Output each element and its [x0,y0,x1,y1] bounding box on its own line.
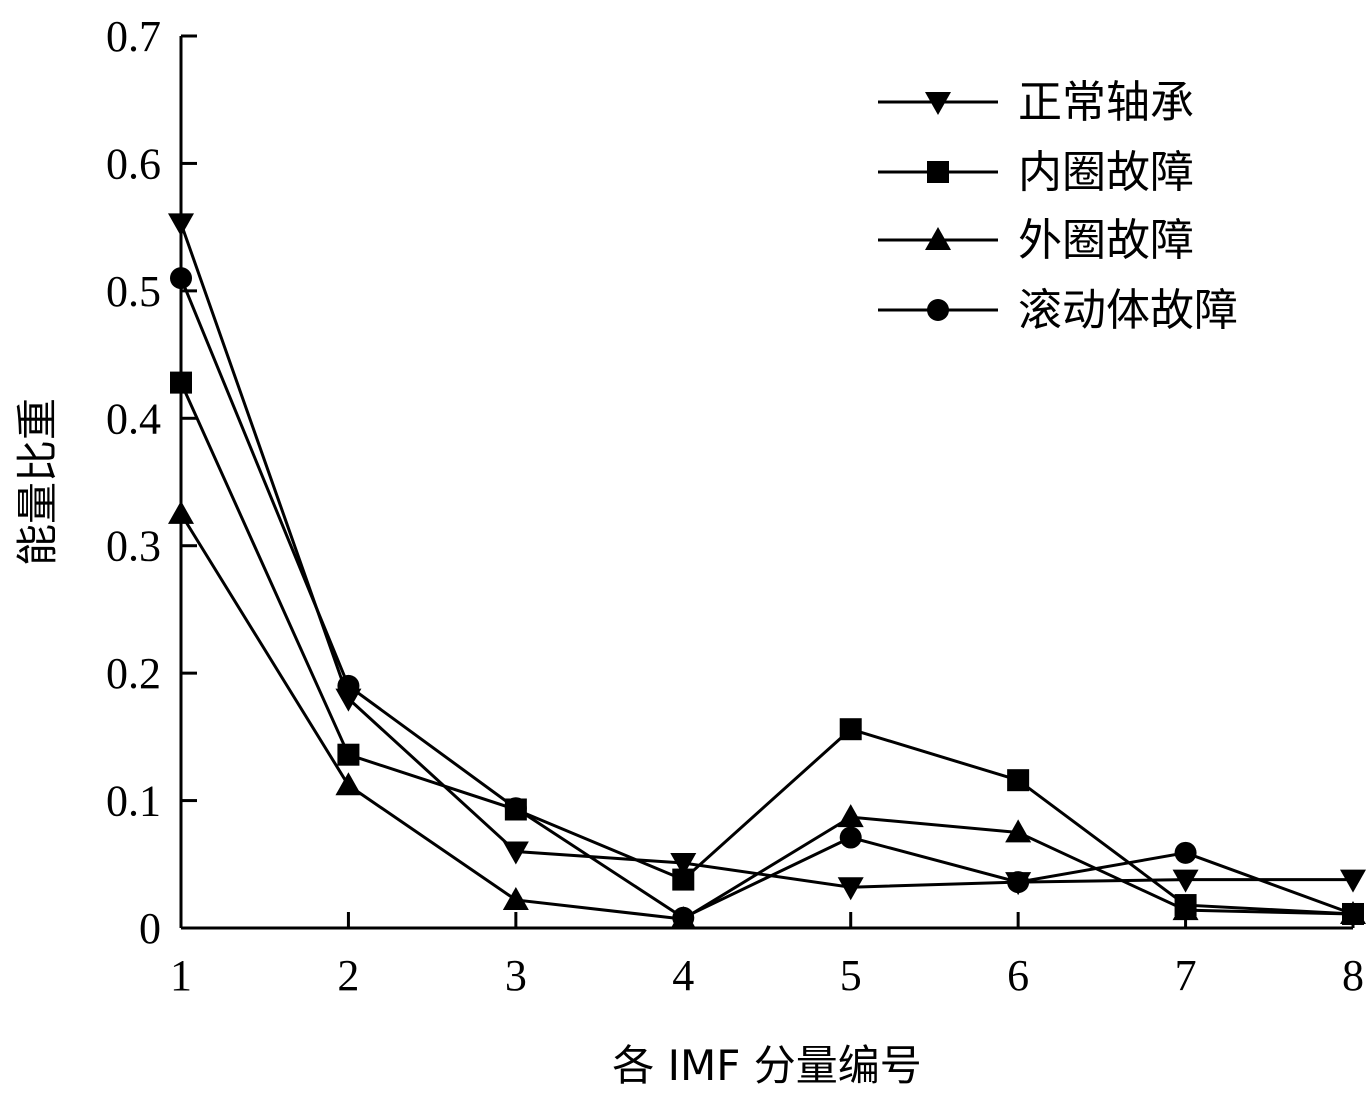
x-tick-label: 3 [505,951,527,1000]
series-layer [168,213,1366,930]
x-ticks: 1 2 3 4 5 6 7 8 [170,912,1364,1000]
series-line [179,513,1354,921]
data-point [837,804,864,828]
legend-marker [927,161,949,183]
data-point [839,826,862,849]
data-point [1007,769,1030,792]
data-point [168,500,194,524]
series-line [179,222,1353,889]
data-point [337,743,360,766]
legend-item: 内圈故障 [878,147,1194,198]
x-axis-title: 各 IMF 分量编号 [612,1041,921,1090]
y-tick-label: 0.4 [106,394,161,443]
legend-marker [927,299,949,321]
x-tick-label: 2 [337,951,359,1000]
y-tick-label: 0.5 [106,267,161,316]
data-point [335,772,362,796]
legend-item: 滚动体故障 [878,285,1238,336]
series-line [179,277,1354,920]
y-tick-label: 0.3 [106,522,161,571]
y-axis-title: 能量比重 [13,398,62,566]
data-point [168,213,194,237]
legend-label: 外圈故障 [1018,215,1194,266]
y-ticks: 0 0.1 0.2 0.3 0.4 0.5 0.6 0.7 [106,12,197,953]
data-point [502,886,529,910]
y-tick-label: 0.2 [106,649,161,698]
data-point [502,841,529,865]
legend-marker [925,227,951,250]
legend-label: 内圈故障 [1018,147,1194,198]
data-point [672,868,695,891]
legend-item: 正常轴承 [878,77,1194,128]
data-point [1342,902,1364,925]
y-tick-label: 0.6 [106,139,161,188]
data-point [1174,841,1197,864]
legend-marker [925,92,951,115]
data-point [837,877,864,901]
x-tick-label: 5 [840,951,862,1000]
data-point [1007,871,1030,894]
x-tick-label: 6 [1007,951,1029,1000]
series-3 [168,500,1366,930]
y-tick-label: 0 [139,904,161,953]
data-point [504,797,527,820]
axes: 0 0.1 0.2 0.3 0.4 0.5 0.6 0.7 1 2 3 4 5 6 7 8 [106,12,1364,1000]
y-tick-label: 0.7 [106,12,161,61]
x-tick-label: 7 [1175,951,1197,1000]
x-tick-label: 4 [672,951,694,1000]
y-tick-label: 0.1 [106,777,161,826]
series-4 [170,267,1364,929]
data-point [839,718,862,741]
series-line [179,381,1354,916]
data-point [1340,869,1366,893]
data-point [1005,819,1032,843]
x-tick-label: 1 [170,951,192,1000]
data-point [672,906,695,929]
data-point [337,674,360,697]
legend-label: 滚动体故障 [1018,285,1238,336]
data-point [170,267,192,290]
x-tick-label: 8 [1342,951,1364,1000]
data-point [170,371,192,394]
legend-label: 正常轴承 [1018,77,1194,128]
legend-item: 外圈故障 [878,215,1194,266]
data-point [1172,897,1199,921]
data-point [670,853,697,877]
data-point [1172,869,1199,893]
